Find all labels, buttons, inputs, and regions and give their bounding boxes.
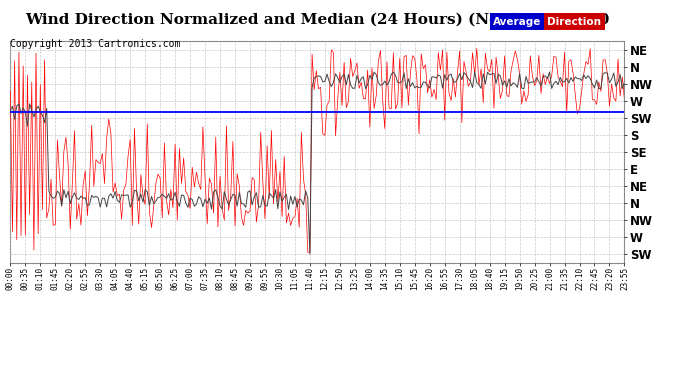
Text: Copyright 2013 Cartronics.com: Copyright 2013 Cartronics.com [10, 39, 181, 50]
Text: Wind Direction Normalized and Median (24 Hours) (New) 20130130: Wind Direction Normalized and Median (24… [26, 13, 609, 27]
Text: Direction: Direction [547, 17, 601, 27]
Text: Average: Average [493, 17, 542, 27]
